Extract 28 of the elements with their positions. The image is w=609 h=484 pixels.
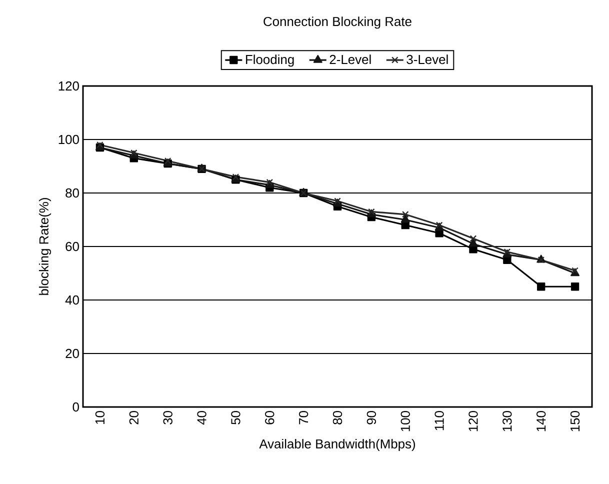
legend-label: 2-Level xyxy=(330,54,371,64)
x-tick-label: 90 xyxy=(366,411,376,424)
y-tick-label: 20 xyxy=(66,348,79,358)
x-tick-label: 20 xyxy=(129,411,138,424)
x-tick-label: 40 xyxy=(197,411,206,425)
x-tick-label: 140 xyxy=(536,411,546,432)
x-axis-title: Available Bandwidth(Mbps) xyxy=(259,438,416,452)
x-tick-label: 120 xyxy=(468,411,478,432)
y-tick-label: 40 xyxy=(65,295,79,305)
x-tick-label: 130 xyxy=(502,411,512,432)
y-tick-label: 60 xyxy=(66,242,79,252)
chart-title: Connection Blocking Rate xyxy=(264,16,412,29)
x-tick-label: 150 xyxy=(570,411,580,432)
x-tick-label: 110 xyxy=(434,411,444,430)
x-tick-label: 10 xyxy=(95,411,105,424)
x-tick-label: 50 xyxy=(231,411,240,424)
legend-label: 3-Level xyxy=(406,54,448,64)
y-tick-label: 100 xyxy=(58,134,79,144)
y-tick-label: 0 xyxy=(72,402,79,412)
x-tick-label: 100 xyxy=(400,411,410,432)
x-tick-label: 80 xyxy=(332,411,342,424)
x-tick-label: 30 xyxy=(163,411,172,424)
x-tick-label: 60 xyxy=(265,411,274,424)
y-tick-label: 120 xyxy=(58,81,79,91)
y-axis-title: blocking Rate(%) xyxy=(38,198,52,295)
x-tick-label: 70 xyxy=(298,411,308,424)
legend-label: Flooding xyxy=(246,54,294,67)
y-tick-label: 80 xyxy=(66,188,79,198)
